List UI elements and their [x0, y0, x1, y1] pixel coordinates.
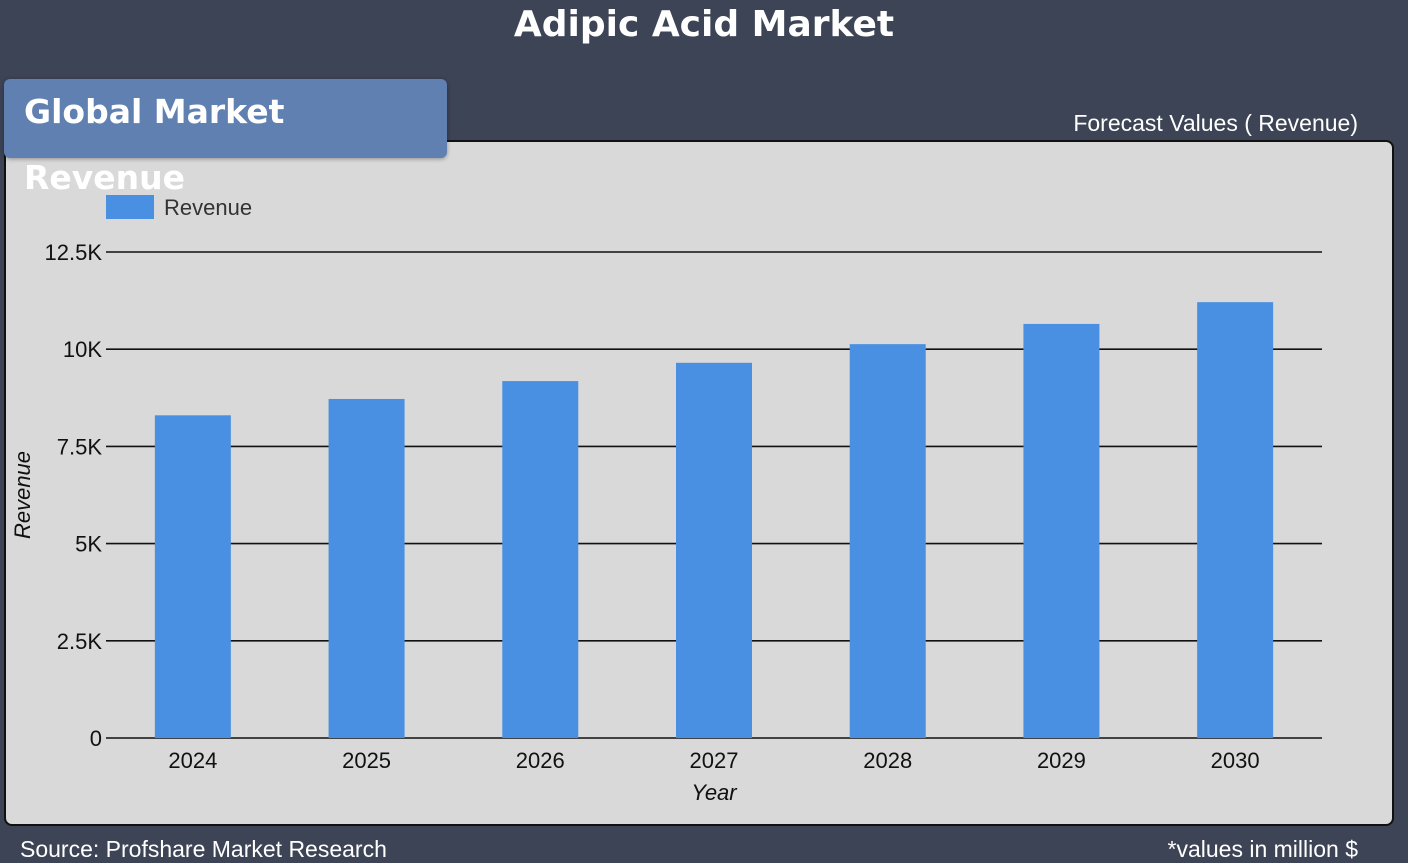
x-tick-label: 2030: [1211, 748, 1260, 773]
x-tick-label: 2024: [168, 748, 217, 773]
source-note: Source: Profshare Market Research: [20, 836, 387, 862]
legend: Revenue: [106, 195, 252, 220]
x-tick-label: 2029: [1037, 748, 1086, 773]
bar-2030: [1197, 302, 1274, 738]
legend-swatch: [106, 195, 154, 219]
section-badge-label: Global Market Revenue: [24, 92, 285, 197]
x-tick-label: 2025: [342, 748, 391, 773]
y-tick-label: 0: [90, 726, 102, 751]
forecast-label: Forecast Values ( Revenue): [1073, 110, 1358, 136]
x-tick-label: 2026: [516, 748, 565, 773]
y-tick-label: 12.5K: [45, 240, 103, 265]
x-axis-label: Year: [691, 780, 738, 805]
bar-2026: [502, 381, 579, 738]
bar-2025: [328, 398, 405, 738]
x-tick-label: 2028: [863, 748, 912, 773]
legend-label: Revenue: [164, 195, 252, 220]
page-title: Adipic Acid Market: [513, 4, 895, 45]
bar-2029: [1023, 323, 1100, 738]
axis-layer: 0 2.5K 5K 7.5K 10K 12.5K 2024 2025 2026 2027 2028 2…: [10, 240, 1260, 805]
bar-2024: [154, 415, 231, 738]
y-tick-label: 10K: [63, 337, 102, 362]
units-note: *values in million $: [1167, 836, 1358, 862]
bar-2028: [849, 344, 926, 738]
y-tick-label: 7.5K: [57, 434, 103, 459]
y-tick-label: 5K: [75, 532, 102, 557]
y-axis-label: Revenue: [10, 451, 35, 539]
x-tick-label: 2027: [690, 748, 739, 773]
section-badge: Global Market Revenue: [4, 79, 447, 197]
bar-layer: [154, 302, 1274, 738]
bar-2027: [676, 362, 752, 738]
y-tick-label: 2.5K: [57, 629, 103, 654]
